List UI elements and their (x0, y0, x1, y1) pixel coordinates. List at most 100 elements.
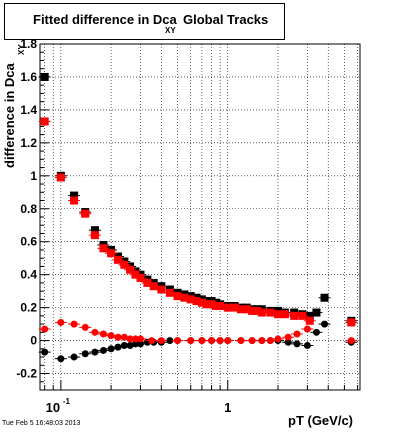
data-point-square (305, 311, 314, 320)
data-point-square (230, 303, 239, 312)
data-point-circle (114, 333, 122, 341)
data-point-square (40, 72, 49, 81)
data-point-circle (321, 320, 329, 328)
data-point-circle (107, 345, 115, 353)
data-point-circle (208, 337, 216, 345)
data-point-square (257, 308, 266, 317)
data-point-square (312, 308, 321, 317)
data-point-circle (224, 337, 232, 345)
data-point-circle (81, 323, 89, 331)
data-point-circle (274, 335, 282, 343)
data-point-square (70, 191, 79, 200)
data-point-square (143, 278, 152, 287)
y-axis-label-subscript: XY (17, 44, 26, 55)
data-point-square (223, 303, 232, 312)
data-point-square (273, 310, 282, 319)
data-point-square (298, 311, 307, 320)
data-point-square (180, 293, 189, 302)
data-point-square (216, 301, 225, 310)
data-point-circle (166, 337, 174, 345)
data-point-square (40, 117, 49, 126)
data-point-square (320, 293, 329, 302)
data-point-circle (148, 337, 156, 345)
data-point-circle (312, 328, 320, 336)
data-point-square (90, 231, 99, 240)
data-point-circle (248, 337, 256, 345)
timestamp: Tue Feb 5 16:48:03 2013 (2, 420, 81, 427)
data-point-square (126, 265, 135, 274)
data-point-square (136, 273, 145, 282)
y-axis-label: difference in Dca (2, 63, 17, 168)
data-point-circle (174, 337, 182, 345)
y-tick-label: 0.4 (20, 268, 37, 282)
data-point-circle (347, 337, 355, 345)
data-point-square (305, 316, 314, 325)
data-point-square (207, 300, 216, 309)
data-point-circle (91, 328, 99, 336)
y-tick-label: 0.6 (20, 235, 37, 249)
data-point-circle (57, 355, 65, 363)
y-tick-label: 1.8 (20, 37, 37, 51)
data-point-square (347, 318, 356, 327)
data-point-square (165, 288, 174, 297)
data-point-circle (237, 337, 245, 345)
data-point-square (149, 282, 158, 291)
title-box: Fitted difference in Dca XY Global Track… (4, 3, 285, 40)
y-tick-label: 1.4 (20, 103, 37, 117)
data-point-square (81, 209, 90, 218)
data-point-circle (303, 342, 311, 350)
data-point-square (70, 196, 79, 205)
data-point-square (253, 306, 262, 315)
data-point-square (290, 311, 299, 320)
data-point-square (131, 270, 140, 279)
data-point-circle (136, 335, 144, 343)
data-point-circle (293, 340, 301, 348)
y-tick-label: -0.2 (16, 367, 37, 381)
data-point-square (107, 249, 116, 258)
x-tick-label: 10 (46, 400, 60, 415)
y-tick-label: 1 (30, 169, 37, 183)
data-point-square (99, 244, 108, 253)
x-axis-label: pT (GeV/c) (288, 413, 354, 428)
x-tick-label: 1 (224, 400, 231, 415)
data-point-circle (99, 330, 107, 338)
data-point-circle (107, 332, 115, 340)
data-point-circle (114, 343, 122, 351)
data-point-square (157, 285, 166, 294)
data-point-square (242, 305, 251, 314)
data-point-circle (57, 318, 65, 326)
data-point-square (173, 292, 182, 301)
data-point-circle (41, 325, 49, 333)
data-point-square (120, 260, 129, 269)
data-point-circle (157, 337, 165, 345)
data-point-circle (293, 330, 301, 338)
data-point-square (192, 297, 201, 306)
data-point-circle (187, 337, 195, 345)
title-subscript: XY (165, 26, 176, 35)
title-main: Fitted difference in Dca (33, 12, 177, 27)
data-point-circle (70, 353, 78, 361)
data-point-square (197, 298, 206, 307)
data-point-circle (91, 348, 99, 356)
data-point-circle (284, 333, 292, 341)
data-point-circle (70, 320, 78, 328)
x-tick-label-exponent: -1 (63, 397, 71, 406)
data-point-square (56, 173, 65, 182)
data-point-circle (198, 337, 206, 345)
data-point-circle (99, 346, 107, 354)
title-suffix: Global Tracks (183, 12, 269, 27)
data-point-square (280, 310, 289, 319)
data-point-circle (216, 337, 224, 345)
y-tick-label: 1.6 (20, 70, 37, 84)
data-point-square (90, 226, 99, 235)
data-point-circle (81, 350, 89, 358)
y-tick-label: 0 (30, 334, 37, 348)
data-point-circle (258, 337, 266, 345)
data-point-circle (284, 338, 292, 346)
data-point-circle (266, 337, 274, 345)
data-point-square (114, 255, 123, 264)
data-point-square (266, 308, 275, 317)
y-tick-label: 0.8 (20, 202, 37, 216)
data-point-circle (41, 348, 49, 356)
